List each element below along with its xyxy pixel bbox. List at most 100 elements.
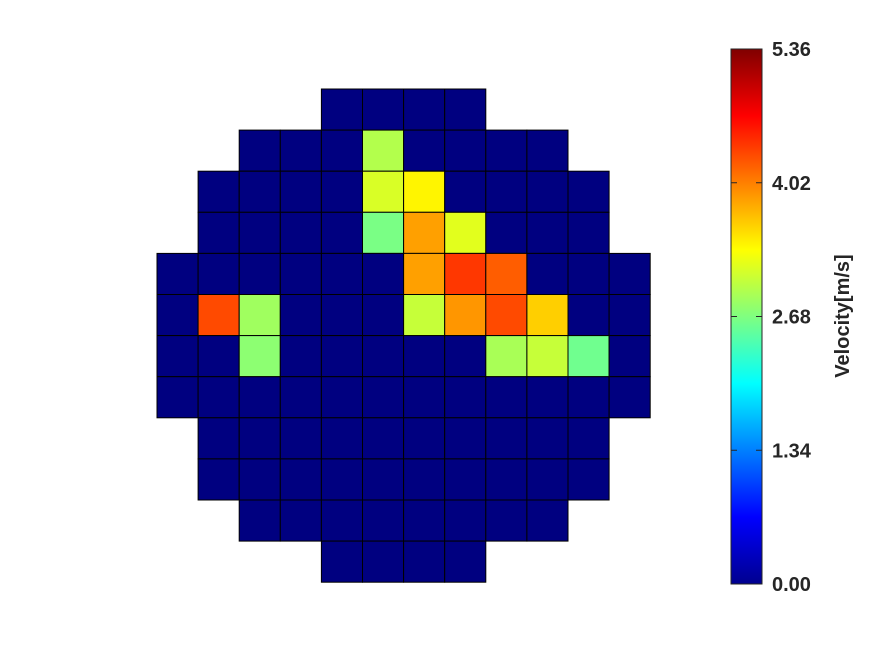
heatmap-cell xyxy=(608,376,651,419)
heatmap-cell xyxy=(444,294,487,337)
heatmap-cell xyxy=(320,88,363,131)
heatmap-cell xyxy=(362,499,405,542)
heatmap-cell xyxy=(362,252,405,295)
heatmap-cell xyxy=(485,294,528,337)
heatmap-cell xyxy=(444,170,487,213)
heatmap-cell xyxy=(485,211,528,254)
heatmap-cell xyxy=(238,129,281,172)
heatmap-cell xyxy=(485,129,528,172)
heatmap-cell xyxy=(279,252,322,295)
heatmap-cell xyxy=(279,211,322,254)
heatmap-cell xyxy=(403,129,446,172)
heatmap-cell xyxy=(567,211,610,254)
heatmap-cell xyxy=(403,252,446,295)
heatmap-cell xyxy=(608,335,651,378)
heatmap-cells xyxy=(156,88,651,583)
heatmap-cell xyxy=(320,376,363,419)
heatmap-cell xyxy=(238,458,281,501)
heatmap-cell xyxy=(197,294,240,337)
heatmap-cell xyxy=(526,252,569,295)
heatmap-cell xyxy=(403,294,446,337)
heatmap-cell xyxy=(403,376,446,419)
heatmap-cell xyxy=(485,499,528,542)
heatmap-cell xyxy=(320,499,363,542)
heatmap-cell xyxy=(279,170,322,213)
heatmap-cell xyxy=(279,376,322,419)
heatmap-cell xyxy=(444,417,487,460)
heatmap-cell xyxy=(608,252,651,295)
heatmap-cell xyxy=(238,294,281,337)
heatmap-cell xyxy=(444,458,487,501)
colorbar-tick-label: 5.36 xyxy=(772,39,811,61)
heatmap-cell xyxy=(526,170,569,213)
heatmap-cell xyxy=(156,335,199,378)
heatmap-cell xyxy=(526,499,569,542)
heatmap-cell xyxy=(156,294,199,337)
heatmap-cell xyxy=(567,170,610,213)
heatmap-cell xyxy=(485,458,528,501)
heatmap-cell xyxy=(362,458,405,501)
heatmap-cell xyxy=(238,211,281,254)
colorbar-label: Velocity[m/s] xyxy=(832,254,854,377)
heatmap-cell xyxy=(444,540,487,583)
heatmap-cell xyxy=(444,252,487,295)
heatmap-cell xyxy=(238,170,281,213)
heatmap-cell xyxy=(362,376,405,419)
heatmap-cell xyxy=(526,376,569,419)
colorbar: 0.00 1.34 2.68 4.02 5.36 Velocity[m/s] xyxy=(730,39,854,596)
heatmap-cell xyxy=(526,458,569,501)
heatmap-cell xyxy=(567,252,610,295)
heatmap-cell xyxy=(197,458,240,501)
heatmap-cell xyxy=(485,252,528,295)
heatmap-cell xyxy=(197,376,240,419)
heatmap-cell xyxy=(608,294,651,337)
heatmap-cell xyxy=(362,170,405,213)
heatmap-cell xyxy=(238,499,281,542)
heatmap-cell xyxy=(279,458,322,501)
heatmap-cell xyxy=(279,499,322,542)
heatmap-cell xyxy=(238,335,281,378)
heatmap-cell xyxy=(320,211,363,254)
heatmap-cell xyxy=(567,376,610,419)
heatmap-cell xyxy=(403,499,446,542)
heatmap-cell xyxy=(279,129,322,172)
heatmap-cell xyxy=(403,335,446,378)
heatmap-cell xyxy=(403,540,446,583)
heatmap-cell xyxy=(485,417,528,460)
heatmap-cell xyxy=(403,170,446,213)
heatmap-cell xyxy=(526,294,569,337)
heatmap-cell xyxy=(197,417,240,460)
heatmap-cell xyxy=(362,211,405,254)
heatmap-cell xyxy=(156,252,199,295)
heatmap-cell xyxy=(444,335,487,378)
heatmap-cell xyxy=(279,417,322,460)
heatmap-cell xyxy=(485,376,528,419)
heatmap-cell xyxy=(238,252,281,295)
heatmap-cell xyxy=(526,129,569,172)
heatmap-cell xyxy=(403,458,446,501)
heatmap-cell xyxy=(444,88,487,131)
heatmap-cell xyxy=(526,335,569,378)
heatmap-cell xyxy=(567,458,610,501)
heatmap-cell xyxy=(279,335,322,378)
heatmap-cell xyxy=(403,417,446,460)
heatmap-cell xyxy=(197,335,240,378)
heatmap-cell xyxy=(567,417,610,460)
heatmap-cell xyxy=(526,417,569,460)
heatmap-cell xyxy=(444,376,487,419)
heatmap-cell xyxy=(362,88,405,131)
heatmap-cell xyxy=(197,252,240,295)
heatmap-cell xyxy=(320,252,363,295)
heatmap-cell xyxy=(567,335,610,378)
colorbar-tick-label: 1.34 xyxy=(772,440,812,462)
heatmap-cell xyxy=(279,294,322,337)
heatmap-cell xyxy=(444,211,487,254)
heatmap-cell xyxy=(444,129,487,172)
heatmap-cell xyxy=(362,294,405,337)
heatmap-cell xyxy=(526,211,569,254)
heatmap-cell xyxy=(444,499,487,542)
heatmap-cell xyxy=(403,211,446,254)
colorbar-tick-label: 4.02 xyxy=(772,173,811,195)
heatmap-cell xyxy=(362,540,405,583)
